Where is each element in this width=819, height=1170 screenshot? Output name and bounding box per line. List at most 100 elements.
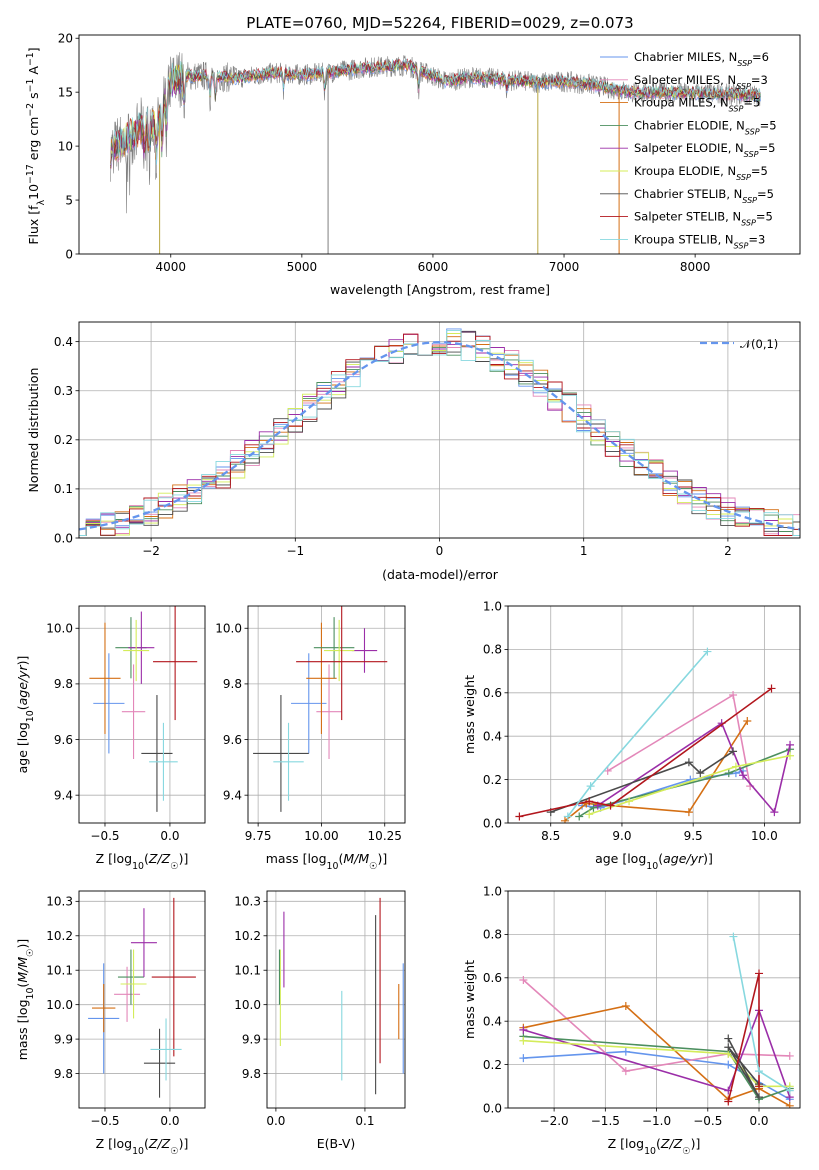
series-line bbox=[523, 1008, 791, 1098]
x-tick-label: 9.5 bbox=[684, 829, 703, 843]
x-tick-label: −0.5 bbox=[90, 829, 119, 843]
y-tick-label: 9.6 bbox=[54, 733, 73, 747]
plot-area bbox=[519, 932, 794, 1108]
series-marker bbox=[684, 758, 693, 767]
axes-frame bbox=[247, 605, 406, 824]
axes-frame bbox=[507, 605, 801, 824]
mass-weight-series-7 bbox=[724, 1034, 764, 1102]
series-marker bbox=[743, 717, 752, 726]
errorbar-point-6 bbox=[120, 949, 147, 1019]
y-tick-label: 0.8 bbox=[483, 643, 502, 657]
panel-8: −2.0 −1.5 −1.0 −0.5 0.0 0.0 0.2 0.4 0.6 0.8 1.0 bbox=[483, 884, 801, 1128]
series-line bbox=[519, 687, 772, 818]
series-marker bbox=[586, 782, 595, 791]
errorbar-point-4 bbox=[313, 617, 355, 679]
legend-entry: 𝒩(0,1) bbox=[740, 337, 778, 351]
axes-frame bbox=[266, 890, 406, 1109]
y-tick-label: 10.3 bbox=[46, 895, 73, 909]
x-tick-label: 9.75 bbox=[245, 829, 272, 843]
axes-frame bbox=[78, 890, 206, 1109]
y-tick-label: 10.0 bbox=[46, 998, 73, 1012]
series-line bbox=[550, 750, 734, 813]
series-marker bbox=[755, 1093, 764, 1102]
plot-area bbox=[278, 897, 404, 1095]
plot-area bbox=[89, 606, 198, 812]
x-tick-label: 9.0 bbox=[612, 829, 631, 843]
panel-2: −2 −1 0 1 2 0.0 0.1 0.2 0.3 0.4 bbox=[54, 321, 801, 558]
series-line bbox=[523, 1039, 790, 1088]
x-tick-label: 0.1 bbox=[355, 1114, 374, 1128]
series-marker bbox=[724, 1060, 733, 1069]
x-tick-label: 4000 bbox=[155, 260, 186, 274]
y-tick-label: 9.8 bbox=[223, 677, 242, 691]
normal-reference-curve bbox=[79, 341, 800, 531]
y-tick-label: 10.0 bbox=[215, 622, 242, 636]
series-marker bbox=[755, 969, 764, 978]
series-marker bbox=[785, 1101, 794, 1108]
series-marker bbox=[724, 1043, 733, 1052]
errorbar-point-7 bbox=[143, 1028, 176, 1098]
histogram-series-9 bbox=[79, 329, 800, 536]
panel-1: 4000 5000 6000 7000 8000 0 5 10 15 20 bbox=[58, 32, 801, 274]
x-tick-label: 0.0 bbox=[160, 1114, 179, 1128]
x-tick-label: −1.5 bbox=[591, 1114, 620, 1128]
y-tick-label: 9.4 bbox=[223, 788, 242, 802]
series-marker bbox=[770, 808, 779, 817]
x-tick-label: 0.0 bbox=[266, 1114, 285, 1128]
panel-3: −0.5 0.0 9.4 9.6 9.8 10.0 bbox=[46, 605, 206, 843]
errorbar-point-3 bbox=[306, 622, 337, 734]
y-tick-label: 9.8 bbox=[242, 1067, 261, 1081]
x-axis-label: mass [log10(M/M☉)] bbox=[266, 851, 388, 872]
y-tick-label: 0.0 bbox=[54, 531, 73, 545]
y-tick-label: 0.4 bbox=[483, 1015, 502, 1029]
y-tick-label: 9.4 bbox=[54, 788, 73, 802]
y-tick-label: 10.3 bbox=[234, 895, 261, 909]
mass-weight-series-8 bbox=[724, 969, 764, 1106]
legend-entry: Kroupa MILES, NSSP=5 bbox=[634, 96, 760, 114]
mass-weight-series-2 bbox=[603, 690, 755, 791]
series-marker bbox=[621, 1002, 630, 1011]
series-marker bbox=[563, 812, 572, 821]
plot-area bbox=[110, 52, 762, 254]
mass-weight-series-8 bbox=[515, 684, 776, 821]
y-tick-label: 0.6 bbox=[483, 686, 502, 700]
x-tick-label: 8000 bbox=[680, 260, 711, 274]
series-marker bbox=[739, 771, 748, 780]
y-tick-label: 10.2 bbox=[234, 929, 261, 943]
errorbar-point-2 bbox=[316, 664, 342, 760]
series-line bbox=[523, 1035, 791, 1101]
y-tick-label: 0.6 bbox=[483, 971, 502, 985]
series-marker bbox=[703, 647, 712, 656]
x-axis-label: wavelength [Angstrom, rest frame] bbox=[330, 282, 550, 297]
mass-weight-series-3 bbox=[560, 717, 752, 823]
y-tick-label: 9.6 bbox=[223, 733, 242, 747]
errorbar-point-7 bbox=[253, 695, 309, 812]
panel-5: 8.5 9.0 9.5 10.0 0.0 0.2 0.4 0.6 0.8 1.0 bbox=[483, 599, 801, 843]
y-tick-label: 1.0 bbox=[483, 884, 502, 898]
x-axis-label: E(B-V) bbox=[317, 1136, 356, 1151]
y-tick-label: 9.9 bbox=[54, 1032, 73, 1046]
y-axis-label: mass weight bbox=[462, 960, 477, 1039]
x-tick-label: −1 bbox=[286, 544, 304, 558]
y-tick-label: 10.2 bbox=[46, 929, 73, 943]
errorbar-point-5 bbox=[130, 908, 157, 978]
errorbar-point-2 bbox=[121, 664, 146, 760]
mass-weight-series-6 bbox=[585, 751, 795, 819]
errorbar-point-6 bbox=[123, 619, 150, 682]
errorbar-point-7 bbox=[141, 695, 173, 812]
legend-entry: Chabrier STELIB, NSSP=5 bbox=[634, 187, 774, 205]
errorbar-point-3 bbox=[91, 984, 116, 1033]
axes-frame bbox=[78, 321, 801, 539]
legend: Chabrier MILES, NSSP=6 Salpeter MILES, NS… bbox=[600, 50, 777, 250]
series-marker bbox=[767, 684, 776, 693]
errorbar-point-4 bbox=[117, 949, 144, 1005]
plot-area bbox=[253, 606, 388, 812]
y-tick-label: 0.0 bbox=[483, 816, 502, 830]
mass-weight-series-9 bbox=[563, 647, 712, 821]
series-marker bbox=[519, 1036, 528, 1045]
y-tick-label: 10.1 bbox=[46, 964, 73, 978]
x-tick-label: 10.0 bbox=[751, 829, 778, 843]
series-marker bbox=[785, 1051, 794, 1060]
errorbar-point-8 bbox=[151, 897, 196, 1057]
panel-4: 9.75 10.00 10.25 9.4 9.6 9.8 10.0 bbox=[215, 605, 406, 843]
